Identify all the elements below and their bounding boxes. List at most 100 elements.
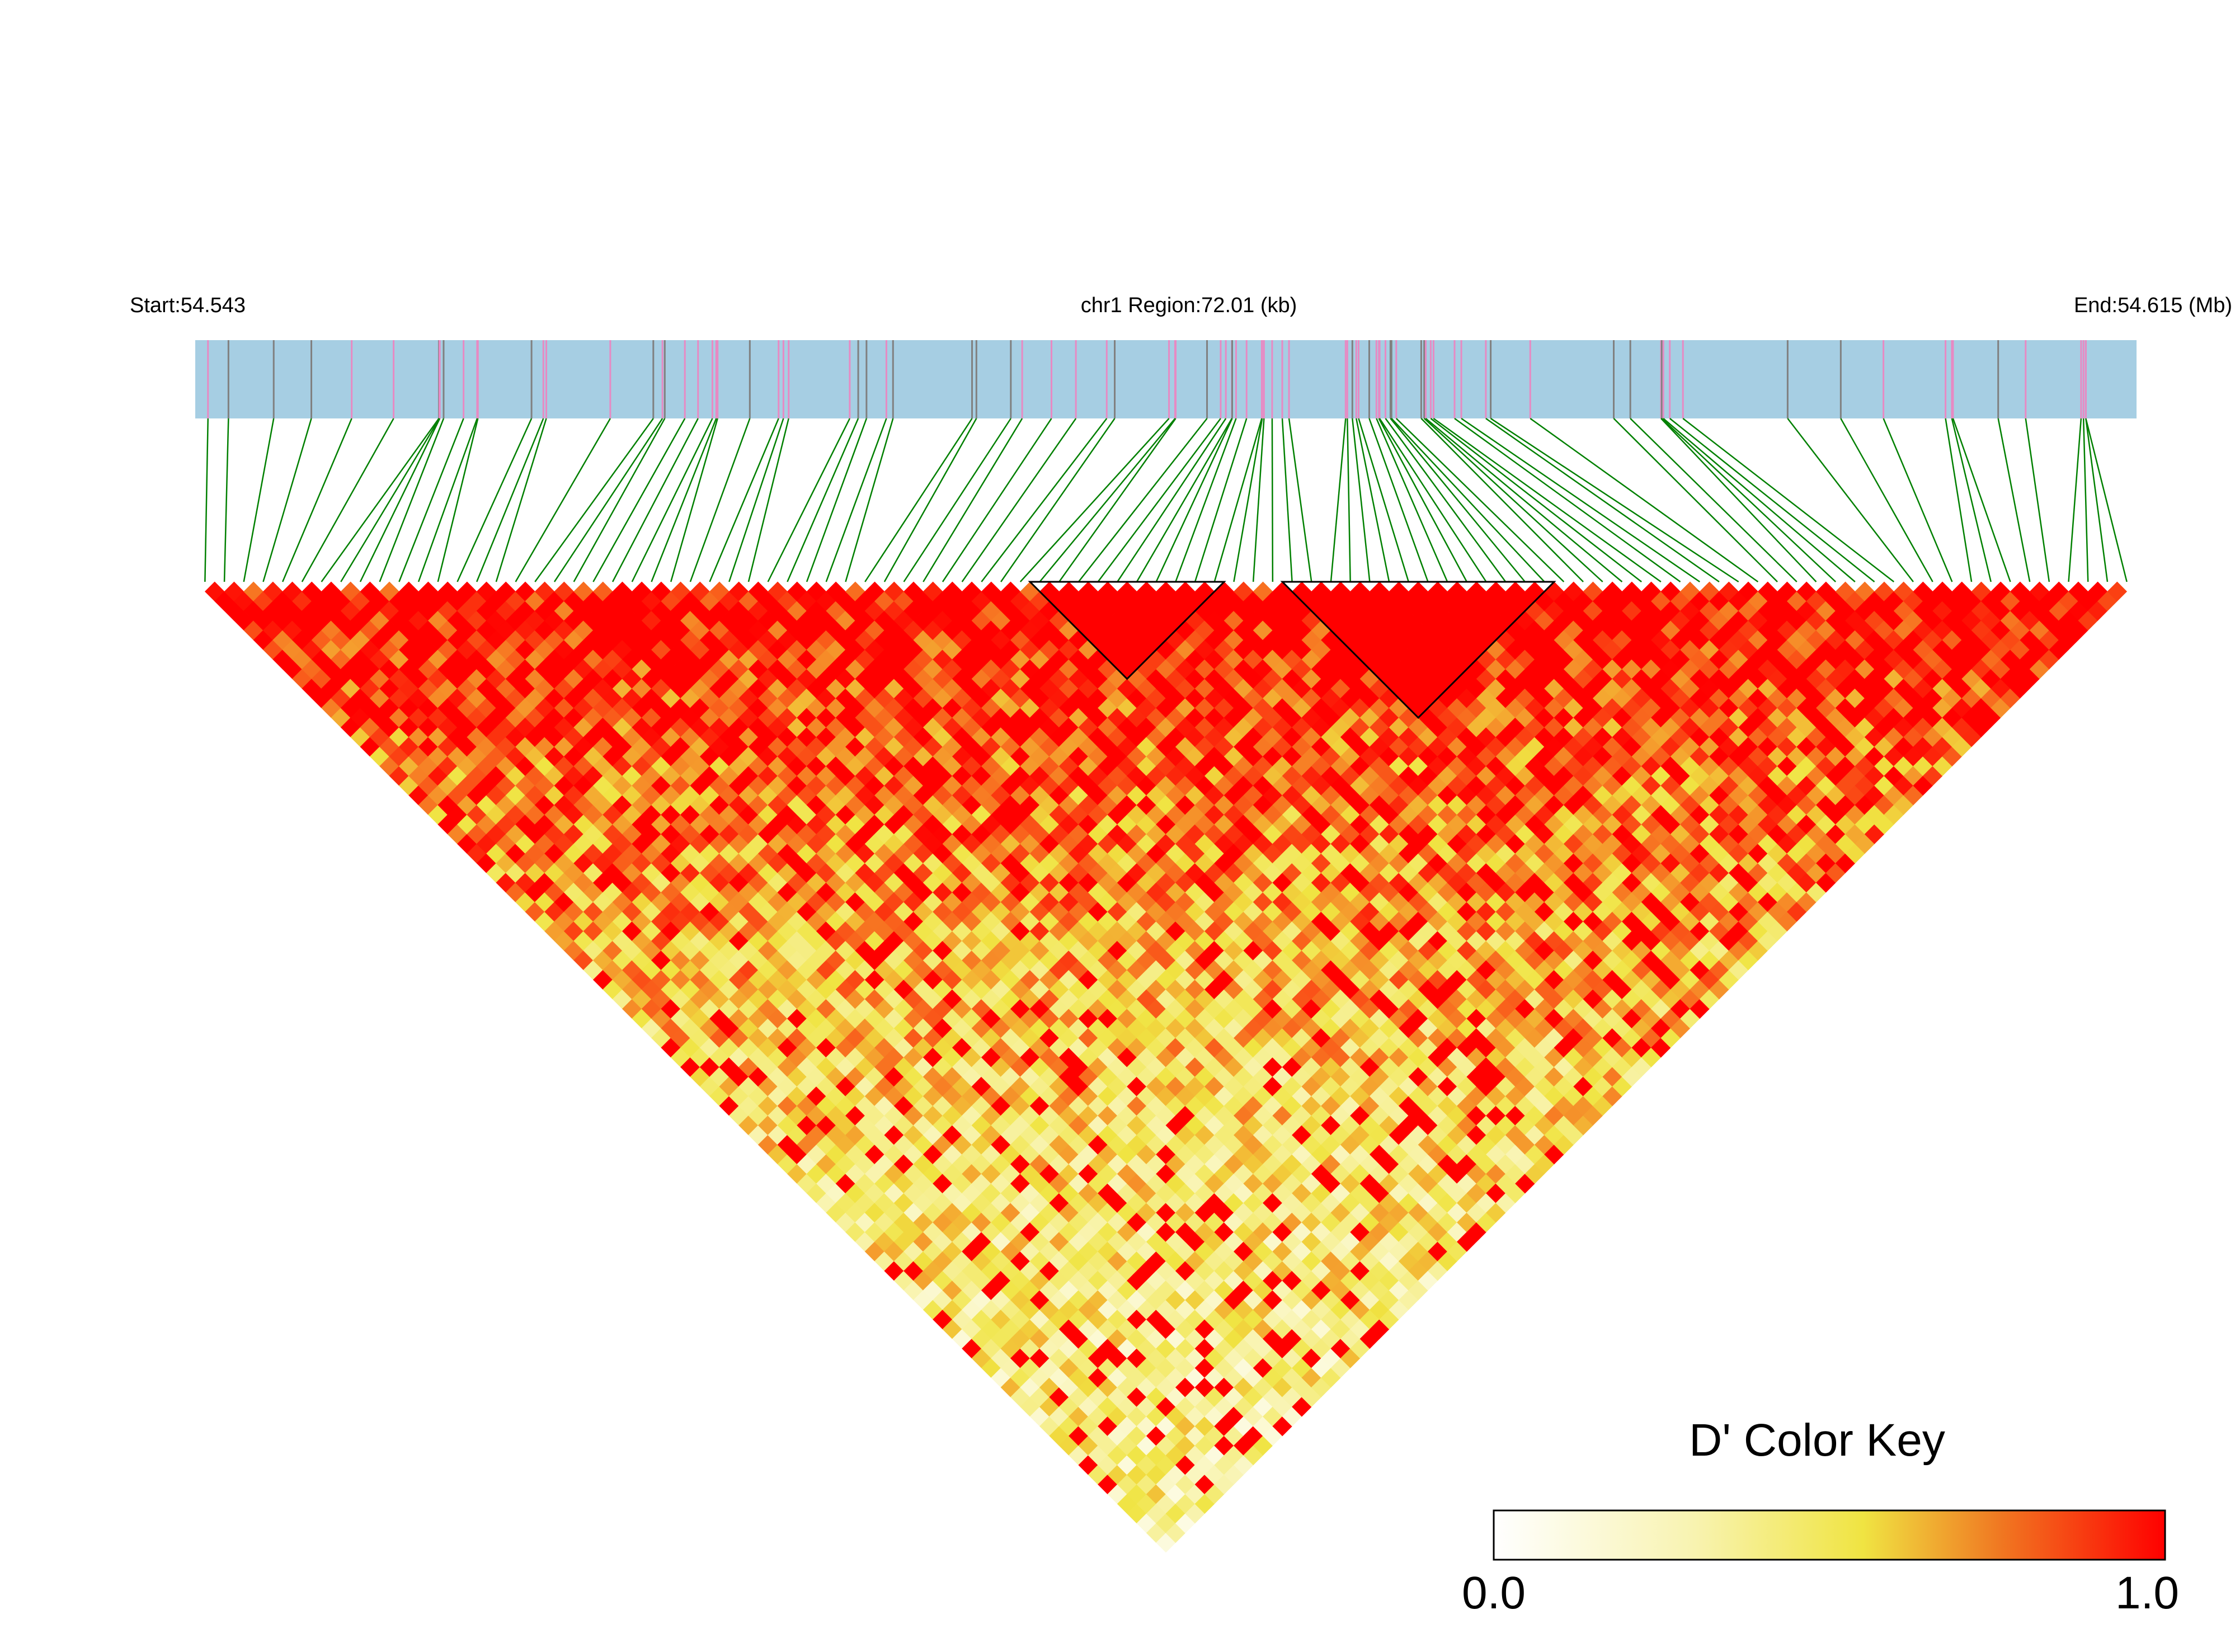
snp-connector-line bbox=[1490, 417, 1739, 583]
snp-connector-line bbox=[1430, 418, 1642, 582]
snp-connector-line bbox=[1682, 418, 1895, 582]
snp-connector-line bbox=[457, 418, 533, 582]
snp-connector-line bbox=[1433, 417, 1662, 583]
snp-connector-line bbox=[864, 418, 973, 582]
snp-connector-line bbox=[1356, 418, 1390, 582]
snp-connector-line bbox=[1883, 418, 1953, 582]
snp-connector-line bbox=[845, 418, 894, 582]
snp-connector-line bbox=[1485, 417, 1720, 583]
snp-connector-line bbox=[1390, 418, 1526, 582]
snp-connector-line bbox=[981, 418, 1108, 582]
snp-connector-line bbox=[1420, 418, 1584, 582]
snp-connector-line bbox=[1951, 418, 1992, 582]
snp-track-background bbox=[195, 340, 2137, 418]
snp-connector-line bbox=[2068, 418, 2082, 582]
snp-connector-line bbox=[728, 418, 784, 582]
snp-connector-line bbox=[1077, 418, 1208, 582]
snp-connector-lines bbox=[204, 417, 2128, 583]
snp-connector-line bbox=[651, 418, 717, 582]
snp-connector-line bbox=[495, 418, 547, 582]
snp-connector-line bbox=[573, 418, 666, 582]
snp-connector-line bbox=[1175, 418, 1237, 582]
snp-connector-line bbox=[534, 418, 654, 582]
snp-connector-line bbox=[1117, 418, 1227, 582]
snp-connector-line bbox=[1391, 418, 1545, 582]
snp-connector-line bbox=[1454, 417, 1681, 583]
snp-connector-line bbox=[340, 418, 440, 582]
snp-connector-line bbox=[553, 418, 664, 582]
snp-connector-line bbox=[1613, 418, 1778, 582]
snp-connector-line bbox=[923, 418, 1023, 582]
snp-connector-line bbox=[1058, 418, 1177, 582]
snp-connector-line bbox=[1347, 418, 1351, 582]
snp-connector-line bbox=[1461, 417, 1700, 583]
region-end-label: End:54.615 (Mb) bbox=[2074, 294, 2232, 317]
snp-connector-line bbox=[1213, 418, 1263, 582]
snp-connector-line bbox=[321, 418, 440, 582]
snp-connector-line bbox=[1952, 418, 2011, 582]
snp-connector-line bbox=[1233, 418, 1263, 582]
snp-connector-line bbox=[417, 418, 478, 582]
snp-connector-line bbox=[1945, 418, 1973, 582]
snp-connector-line bbox=[281, 418, 352, 582]
snp-connector-line bbox=[1663, 418, 1856, 582]
snp-connector-line bbox=[1019, 418, 1170, 582]
snp-connector-line bbox=[1378, 418, 1487, 582]
snp-connector-line bbox=[1288, 418, 1312, 582]
snp-connector-line bbox=[1330, 418, 1347, 582]
snp-connector-line bbox=[1630, 418, 1798, 582]
snp-connector-line bbox=[825, 418, 887, 582]
snp-connector-line bbox=[1368, 418, 1429, 582]
snp-connector-line bbox=[1378, 418, 1467, 582]
snp-connector-line bbox=[1669, 418, 1875, 582]
snp-connector-line bbox=[1136, 418, 1233, 582]
snp-connector-line bbox=[204, 418, 209, 582]
snp-tick-marks bbox=[207, 340, 2087, 418]
snp-connector-line bbox=[670, 418, 718, 582]
snp-connector-line bbox=[1423, 418, 1603, 582]
snp-connector-line bbox=[2085, 418, 2109, 582]
snp-connector-line bbox=[262, 418, 312, 582]
snp-connector-line bbox=[476, 418, 544, 582]
snp-connector-line bbox=[1385, 418, 1507, 582]
snp-connector-line bbox=[1155, 418, 1233, 582]
region-title-label: chr1 Region:72.01 (kb) bbox=[1081, 294, 1297, 317]
snp-connector-line bbox=[709, 418, 779, 582]
snp-connector-line bbox=[243, 418, 275, 582]
snp-connector-line bbox=[301, 418, 394, 582]
snp-position-track bbox=[195, 340, 2137, 418]
snp-connector-line bbox=[747, 418, 789, 582]
snp-connector-line bbox=[1376, 418, 1448, 582]
snp-connector-line bbox=[2082, 418, 2089, 582]
snp-connector-line bbox=[1660, 418, 1817, 582]
region-start-label: Start:54.543 bbox=[130, 294, 246, 317]
snp-connector-line bbox=[787, 418, 859, 582]
snp-connector-line bbox=[1194, 418, 1248, 582]
snp-connector-line bbox=[379, 418, 445, 582]
snp-connector-line bbox=[883, 418, 977, 582]
snp-connector-line bbox=[398, 418, 464, 582]
snp-connector-line bbox=[1395, 418, 1565, 582]
snp-connector-line bbox=[1352, 418, 1371, 582]
snp-connector-line bbox=[1271, 418, 1274, 582]
snp-connector-line bbox=[1787, 418, 1914, 582]
snp-connector-line bbox=[1252, 418, 1265, 582]
snp-connector-line bbox=[1000, 418, 1116, 582]
snp-connector-line bbox=[1425, 418, 1623, 582]
snp-connector-line bbox=[1281, 418, 1293, 582]
snp-connector-line bbox=[631, 418, 713, 582]
snp-connector-line bbox=[2025, 418, 2050, 582]
snp-connector-line bbox=[515, 418, 611, 582]
snp-connector-line bbox=[961, 418, 1077, 582]
snp-connector-line bbox=[359, 418, 441, 582]
snp-connector-line bbox=[806, 418, 868, 582]
snp-connector-line bbox=[592, 418, 686, 582]
snp-connector-line bbox=[1358, 418, 1409, 582]
snp-connector-line bbox=[1039, 418, 1176, 582]
snp-connector-line bbox=[1530, 417, 1759, 583]
snp-connector-line bbox=[2085, 418, 2128, 582]
snp-connector-line bbox=[767, 418, 851, 582]
snp-connector-line bbox=[1840, 418, 1933, 582]
snp-connector-line bbox=[903, 418, 1011, 582]
